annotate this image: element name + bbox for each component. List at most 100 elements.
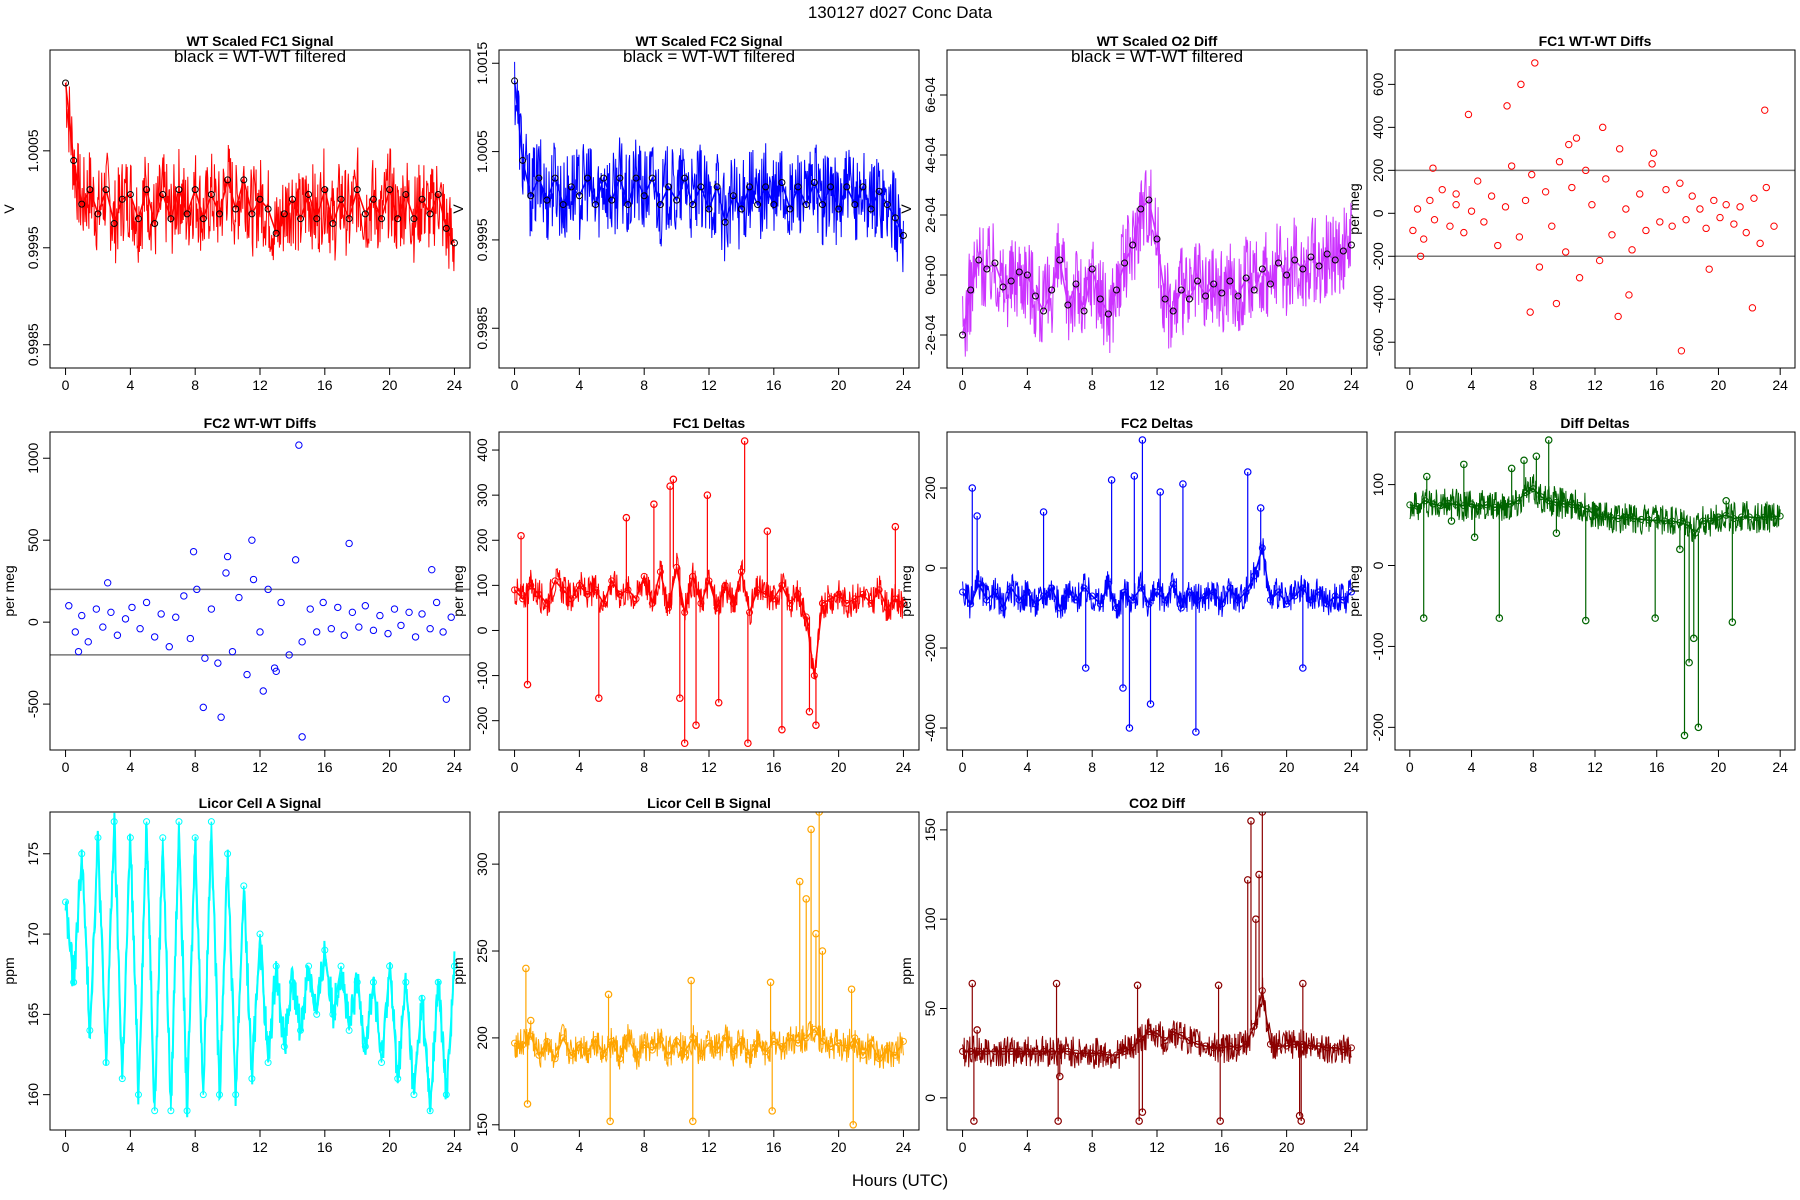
data-point <box>746 1051 754 1059</box>
data-point <box>193 585 201 594</box>
spike-point <box>1119 684 1127 692</box>
spike-point <box>740 437 749 445</box>
data-point <box>62 79 70 87</box>
plot-frame <box>1394 49 1796 369</box>
data-point <box>228 647 237 656</box>
data-point <box>867 599 875 607</box>
data-point <box>1177 1031 1185 1039</box>
data-point <box>1555 158 1564 166</box>
data-point <box>721 218 729 226</box>
data-point <box>157 610 165 618</box>
data-point <box>575 581 583 589</box>
spike-point <box>818 947 827 955</box>
y-tick-label: 400 <box>474 438 490 462</box>
data-point <box>126 190 134 198</box>
x-tick-label: 12 <box>252 759 268 775</box>
data-point <box>84 638 92 646</box>
data-point <box>705 205 713 213</box>
data-point <box>428 565 436 574</box>
data-point <box>535 1051 543 1059</box>
data-point <box>1420 235 1428 243</box>
spike-point <box>891 522 900 531</box>
data-point <box>583 590 591 598</box>
data-point <box>608 577 616 585</box>
data-point <box>434 190 442 198</box>
panel-p5: FC2 WT-WT Diffs per meg 0 4 8 12 16 20 24 -500 0 50… <box>1 415 471 775</box>
y-tick-label: 0 <box>1370 209 1386 217</box>
data-point <box>240 882 248 890</box>
data-point <box>1599 513 1607 521</box>
data-point <box>1560 500 1568 508</box>
data-point <box>835 205 843 213</box>
data-point <box>215 210 223 218</box>
data-point <box>827 183 835 191</box>
panel-title: Licor Cell A Signal <box>199 795 322 811</box>
y-tick-label: -500 <box>25 690 41 718</box>
spike-point <box>1532 452 1541 461</box>
data-point <box>583 1048 591 1056</box>
data-point <box>1307 1042 1315 1050</box>
data-point <box>264 1059 272 1067</box>
y-tick-label: 50 <box>922 1001 938 1017</box>
data-point <box>959 1047 967 1055</box>
data-point <box>1622 205 1630 213</box>
data-point <box>1437 502 1445 510</box>
data-point <box>1048 584 1056 592</box>
data-point <box>410 215 418 223</box>
x-tick-label: 16 <box>317 1139 333 1155</box>
data-point <box>1275 1042 1283 1050</box>
data-point <box>113 631 122 639</box>
data-point <box>1494 241 1502 250</box>
spike-point <box>1130 472 1139 480</box>
data-point <box>1588 201 1596 209</box>
data-point <box>224 176 232 184</box>
data-point <box>721 581 729 589</box>
y-tick-label: 0.9995 <box>474 218 490 261</box>
data-point <box>321 946 329 954</box>
data-point <box>1307 596 1315 604</box>
data-point <box>1121 1047 1129 1055</box>
data-point <box>551 174 559 182</box>
spike-point <box>1216 1117 1224 1125</box>
panel-p9: Licor Cell A Signal ppm 0 4 8 12 16 20 24 160 165 1… <box>1 795 471 1155</box>
data-point <box>959 331 967 339</box>
data-point <box>442 224 450 232</box>
spike-point <box>1680 731 1689 740</box>
data-point <box>827 1043 835 1051</box>
data-point <box>511 1039 519 1047</box>
plot-frame <box>498 811 920 1131</box>
data-point <box>1031 292 1039 300</box>
data-point <box>305 962 313 970</box>
data-point <box>859 1051 867 1059</box>
data-point <box>1630 515 1638 523</box>
data-point <box>272 229 280 237</box>
data-point <box>1736 203 1744 211</box>
data-point <box>1015 596 1023 604</box>
data-point <box>746 608 754 616</box>
data-point <box>867 1039 875 1047</box>
data-point <box>1315 1042 1323 1050</box>
data-point <box>1583 505 1591 513</box>
data-point <box>1517 80 1525 89</box>
data-point <box>681 174 689 182</box>
data-point <box>519 595 527 603</box>
data-point <box>432 598 441 607</box>
data-point <box>762 183 770 191</box>
data-point <box>151 1107 159 1115</box>
y-axis-label: ppm <box>450 957 466 984</box>
data-point <box>1347 241 1355 249</box>
data-point <box>361 602 370 610</box>
data-point <box>121 615 130 623</box>
y-axis-label: per meg <box>1346 183 1362 234</box>
data-point <box>1023 588 1031 596</box>
data-point <box>249 575 258 584</box>
x-tick-label: 16 <box>766 759 782 775</box>
data-point <box>297 215 305 223</box>
data-point <box>1129 241 1137 249</box>
y-tick-label: 0 <box>25 618 41 626</box>
data-point <box>1104 1051 1112 1059</box>
data-point <box>1185 1037 1193 1045</box>
data-point <box>1283 600 1291 608</box>
data-point <box>1452 190 1460 198</box>
spike-point <box>1495 614 1504 622</box>
